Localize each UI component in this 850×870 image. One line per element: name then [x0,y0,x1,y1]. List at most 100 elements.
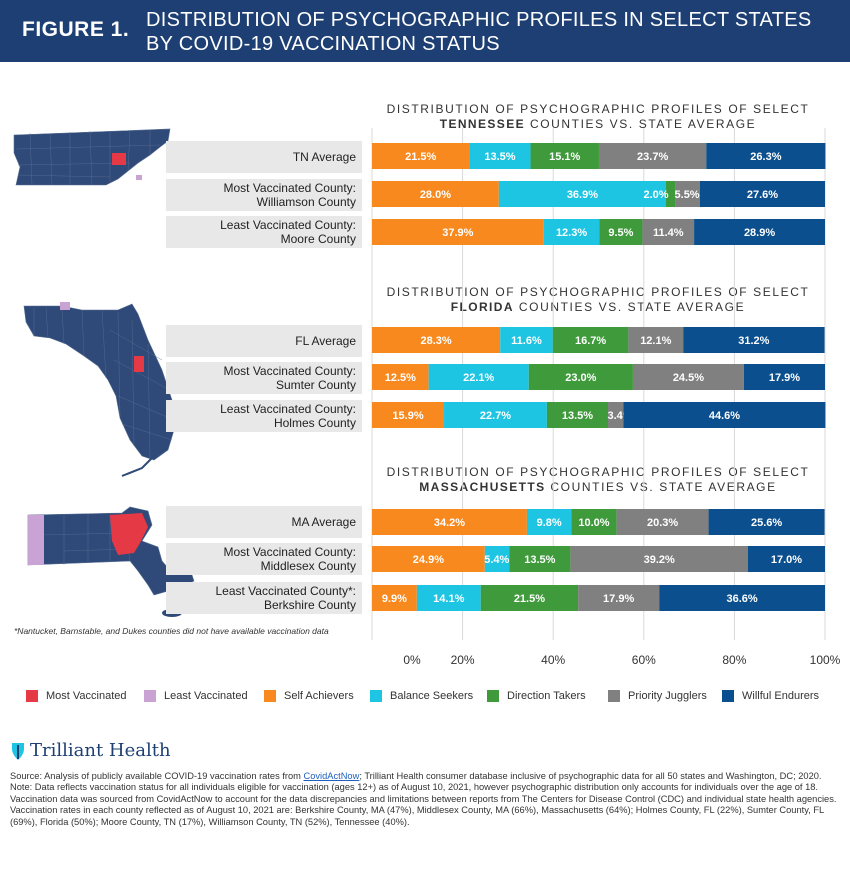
state-name: TENNESSEE [439,117,526,131]
bar-segment [628,327,684,353]
williamson-county-highlight [112,153,126,165]
bar-segment [675,181,700,207]
legend-item: Direction Takers [487,690,586,702]
data-label: 11.6% [511,335,542,347]
data-label: 17.0% [771,554,802,566]
data-label: 34.2% [434,517,465,529]
bar-segment [699,181,825,207]
data-label: 23.7% [637,151,668,163]
data-label: 9.5% [608,227,633,239]
bar-segment [372,364,429,390]
data-label: 28.3% [420,335,451,347]
bar-segment [708,509,825,535]
figure-title: DISTRIBUTION OF PSYCHOGRAPHIC PROFILES I… [146,9,812,55]
bar-segment [623,402,826,428]
source-suffix: ; Trilliant Health consumer database inc… [359,771,822,781]
data-label: 28.0% [420,189,451,201]
section-title-line1: DISTRIBUTION OF PSYCHOGRAPHIC PROFILES O… [386,102,810,116]
x-tick-label: 20% [451,653,475,667]
bar-segment [528,364,633,390]
bar-segment [372,509,527,535]
row-label: Most Vaccinated County: Sumter County [166,362,362,394]
bar-segment [665,181,676,207]
row-label-line1: Least Vaccinated County: [220,218,356,232]
bar-segment [444,402,547,428]
bar-segment [372,219,544,245]
bar-segment [747,546,825,572]
bar-segment [608,402,624,428]
data-label: 26.3% [750,151,781,163]
row-label-line2: Middlesex County [260,559,356,573]
x-tick-label: 60% [632,653,656,667]
legend-swatch [370,690,382,702]
legend-label: Priority Jugglers [628,690,707,702]
footnote: *Nantucket, Barnstable, and Dukes counti… [14,626,329,636]
bar-segment [416,585,481,611]
row-label: FL Average [166,325,362,357]
data-label: 25.6% [751,517,782,529]
data-label: 16.7% [575,335,606,347]
bar-segment [706,143,826,169]
data-label: 12.5% [385,372,416,384]
stacked-bar-chart: 0% 20% 40% 60% 80% 100% 21.5% 13.5% 15.1% 23.7% 26… [371,128,841,667]
shield-logo-icon [12,742,24,760]
legend-label: Willful Endurers [742,690,820,702]
legend-item: Most Vaccinated [26,690,127,702]
bar-segment [578,585,660,611]
row-label-line1: FL Average [295,334,356,348]
bar-segment [694,219,825,245]
legend-item: Balance Seekers [370,690,473,702]
middlesex-county-highlight [110,513,148,555]
data-label: 11.4% [653,227,684,239]
data-label: 23.0% [565,372,596,384]
legend-label: Most Vaccinated [46,690,127,702]
data-label: 21.5% [514,593,545,605]
massachusetts-map [27,506,202,617]
data-label: 24.9% [413,554,444,566]
bar-segment [498,181,666,207]
section-title-line1: DISTRIBUTION OF PSYCHOGRAPHIC PROFILES O… [386,465,810,479]
berkshire-county-highlight [28,515,44,565]
bar-segment [543,219,600,245]
bar-segment [428,364,529,390]
tennessee-map [13,128,171,186]
state-name: FLORIDA [450,300,514,314]
legend-swatch [264,690,276,702]
section-title-line2: TENNESSEE COUNTIES VS. STATE AVERAGE [368,117,828,132]
covidactnow-link[interactable]: CovidActNow [303,771,360,781]
row-label: Most Vaccinated County: Williamson County [166,179,362,211]
legend-label: Direction Takers [507,690,586,702]
legend-swatch [722,690,734,702]
bar-segment [500,327,553,353]
bar-segment [530,143,599,169]
row-label-line1: Most Vaccinated County: [223,181,356,195]
row-label-line1: TN Average [292,150,356,164]
bar-segment [683,327,825,353]
bar-segment [632,364,744,390]
source-text: Source: Analysis of publicly available C… [10,771,840,828]
data-label: 14.1% [433,593,464,605]
bar-segment [480,585,579,611]
bar-segment [642,219,695,245]
source-line: Source: Analysis of publicly available C… [10,771,840,782]
legend-label: Self Achievers [284,690,354,702]
section-title-massachusetts: DISTRIBUTION OF PSYCHOGRAPHIC PROFILES O… [368,465,828,495]
data-label: 15.1% [549,151,580,163]
data-label: 13.5% [484,151,515,163]
source-prefix: Source: Analysis of publicly available C… [10,771,304,781]
bar-segment [372,402,445,428]
row-label-line2: Holmes County [273,416,356,430]
legend-swatch [487,690,499,702]
data-label: 22.7% [480,410,511,422]
x-tick-label: 40% [541,653,565,667]
logo-text: Trilliant Health [30,740,171,761]
section-title-rest: COUNTIES VS. STATE AVERAGE [513,300,746,314]
data-label: 12.1% [640,335,671,347]
row-label-line1: Most Vaccinated County: [223,545,356,559]
bar-segment [599,219,643,245]
section-title-tennessee: DISTRIBUTION OF PSYCHOGRAPHIC PROFILES O… [368,102,828,132]
data-label: 17.9% [603,593,634,605]
data-label: 31.2% [738,335,769,347]
legend-swatch [608,690,620,702]
x-tick-label: 0% [403,653,421,667]
